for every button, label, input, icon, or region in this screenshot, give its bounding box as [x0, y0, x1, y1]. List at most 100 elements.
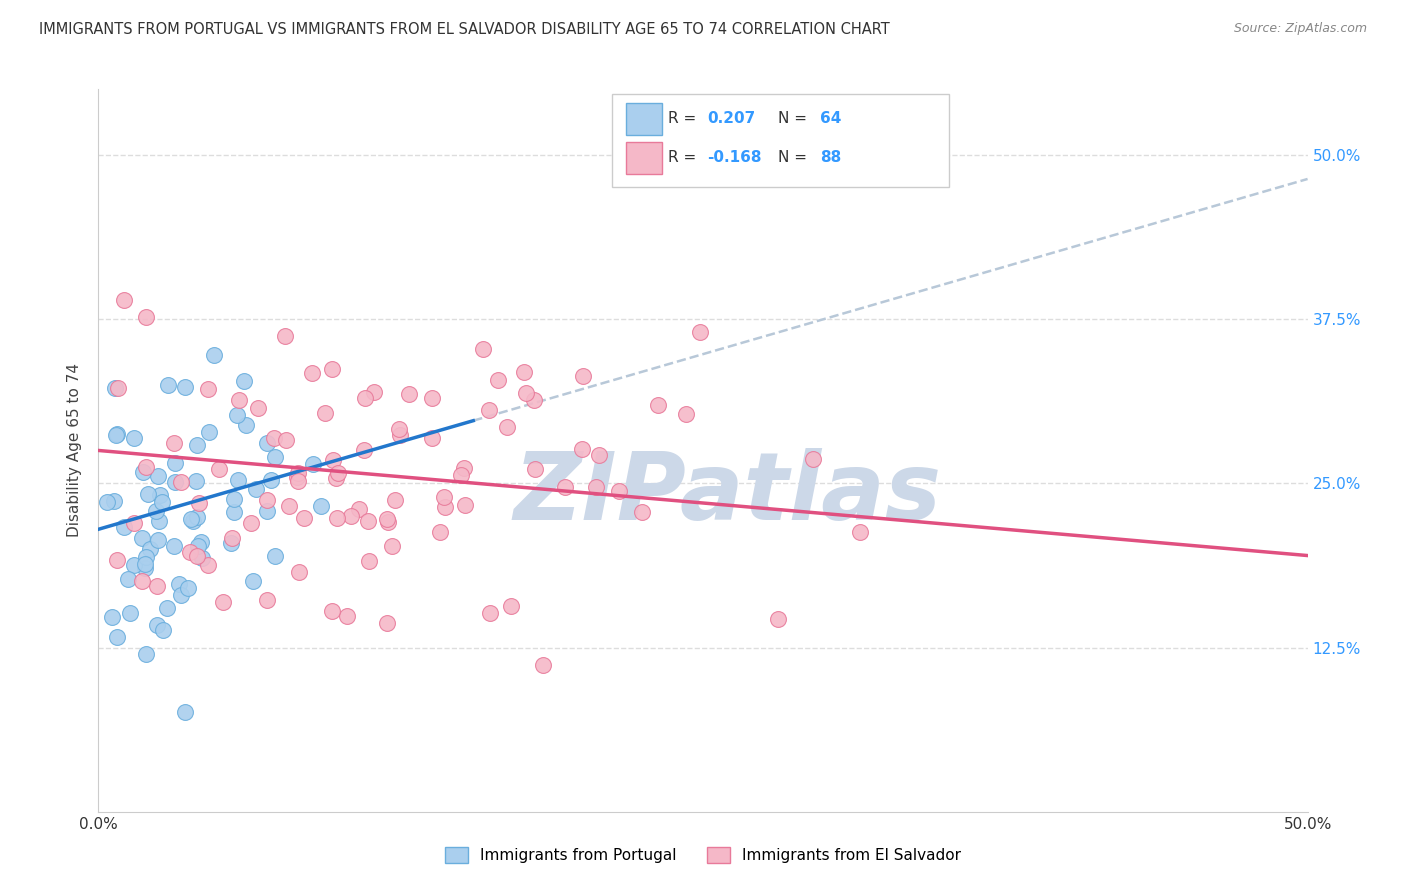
Point — [100, 610, 122, 624]
Text: IMMIGRANTS FROM PORTUGAL VS IMMIGRANTS FROM EL SALVADOR DISABILITY AGE 65 TO 74 : IMMIGRANTS FROM PORTUGAL VS IMMIGRANTS F… — [39, 22, 890, 37]
Point — [375, 615, 398, 630]
Point — [132, 466, 155, 480]
Point — [242, 574, 264, 588]
Point — [454, 499, 477, 513]
Point — [357, 554, 380, 568]
Point — [131, 574, 153, 588]
Point — [117, 572, 139, 586]
Point — [233, 374, 256, 388]
Point — [135, 310, 157, 325]
Point — [169, 475, 191, 489]
Point — [148, 514, 170, 528]
Point — [768, 612, 790, 626]
Point — [136, 486, 159, 500]
Point — [180, 512, 202, 526]
Point — [149, 488, 172, 502]
Point — [212, 595, 235, 609]
Point — [124, 558, 146, 572]
Point — [186, 510, 208, 524]
Point — [146, 579, 169, 593]
Point — [173, 380, 195, 394]
Text: N =: N = — [778, 151, 811, 165]
Point — [107, 381, 129, 395]
Point — [554, 480, 576, 494]
Point — [222, 491, 245, 506]
Point — [488, 373, 510, 387]
Point — [150, 495, 173, 509]
Point — [146, 469, 169, 483]
Point — [353, 443, 375, 458]
Point — [607, 484, 630, 499]
Point — [263, 450, 285, 464]
Point — [184, 474, 207, 488]
Point — [531, 657, 554, 672]
Point — [274, 328, 297, 343]
Point — [112, 293, 135, 307]
Point — [287, 565, 309, 579]
Point — [588, 448, 610, 462]
Point — [384, 492, 406, 507]
Point — [256, 436, 278, 450]
Point — [302, 457, 325, 471]
Point — [228, 393, 250, 408]
Point — [433, 500, 456, 514]
Text: Source: ZipAtlas.com: Source: ZipAtlas.com — [1233, 22, 1367, 36]
Point — [104, 381, 127, 395]
Point — [321, 604, 343, 618]
Point — [314, 406, 336, 420]
Point — [349, 502, 371, 516]
Point — [524, 462, 547, 476]
Point — [478, 606, 501, 620]
Point — [277, 499, 299, 513]
Point — [478, 403, 501, 417]
Text: -0.168: -0.168 — [707, 151, 762, 165]
Point — [163, 436, 186, 450]
Point — [496, 419, 519, 434]
Text: 0.207: 0.207 — [707, 112, 755, 126]
Point — [96, 495, 118, 509]
Point — [357, 515, 380, 529]
Point — [301, 366, 323, 380]
Point — [322, 453, 344, 467]
Point — [689, 326, 711, 340]
Point — [112, 520, 135, 534]
Point — [188, 496, 211, 510]
Point — [226, 473, 249, 487]
Point — [245, 483, 267, 497]
Point — [321, 362, 343, 376]
Point — [104, 428, 127, 442]
Point — [197, 425, 219, 439]
Point — [190, 534, 212, 549]
Point — [134, 557, 156, 571]
Point — [131, 531, 153, 545]
Point — [156, 378, 179, 392]
Point — [240, 516, 263, 530]
Point — [176, 581, 198, 595]
Point — [292, 511, 315, 525]
Point — [235, 417, 257, 432]
Point — [165, 457, 187, 471]
Point — [389, 428, 412, 442]
Point — [118, 606, 141, 620]
Point — [202, 348, 225, 362]
Point — [165, 475, 187, 490]
Point — [381, 539, 404, 553]
Point — [163, 539, 186, 553]
Point — [571, 442, 593, 457]
Point — [523, 392, 546, 407]
Point — [105, 553, 128, 567]
Point — [221, 532, 243, 546]
Point — [325, 471, 347, 485]
Point — [219, 535, 242, 549]
Point — [326, 511, 349, 525]
Point — [222, 505, 245, 519]
Point — [420, 431, 443, 445]
Point — [183, 515, 205, 529]
Point — [124, 431, 146, 445]
Legend: Immigrants from Portugal, Immigrants from El Salvador: Immigrants from Portugal, Immigrants fro… — [439, 841, 967, 869]
Point — [124, 516, 146, 530]
Point — [631, 505, 654, 519]
Point — [190, 551, 212, 566]
Point — [513, 365, 536, 379]
Point — [167, 576, 190, 591]
